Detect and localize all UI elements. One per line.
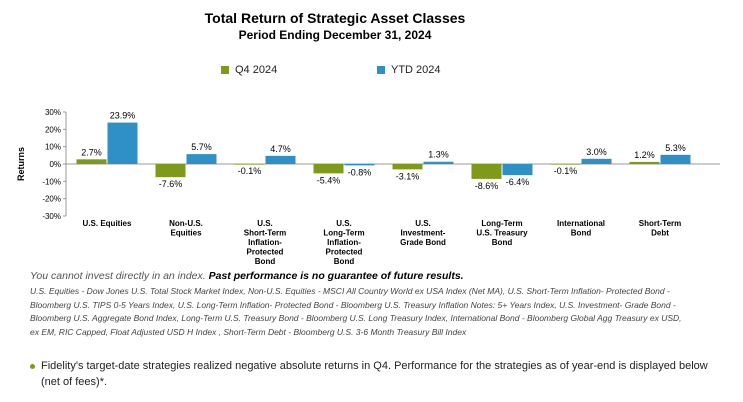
category-label: U.S. — [257, 219, 273, 228]
source-line: U.S. Equities - Dow Jones U.S. Total Sto… — [30, 286, 670, 296]
category-label: Equities — [170, 229, 202, 238]
legend-label-q4: Q4 2024 — [235, 64, 278, 76]
category-label: U.S. — [336, 219, 352, 228]
index-sources: U.S. Equities - Dow Jones U.S. Total Sto… — [30, 285, 720, 339]
bar-ytd — [581, 158, 612, 164]
bar-q4 — [155, 164, 186, 178]
y-tick-label: 20% — [45, 125, 61, 134]
bullet-note: Fidelity's target-date strategies realiz… — [30, 358, 720, 390]
category-label: U.S. Equities — [83, 219, 132, 228]
y-tick-label: -20% — [42, 195, 61, 204]
footnote: You cannot invest directly in an index. … — [30, 270, 720, 339]
category-label: Investment- — [401, 229, 446, 238]
bar-q4 — [471, 164, 502, 179]
data-label-q4: -8.6% — [475, 181, 499, 191]
category-label: Short-Term — [639, 219, 682, 228]
bar-q4 — [392, 164, 423, 170]
bar-ytd — [107, 122, 138, 164]
data-label-ytd: -6.4% — [506, 177, 530, 187]
disclaimer: You cannot invest directly in an index. … — [30, 270, 720, 282]
category-label: Inflation- — [248, 238, 282, 247]
bar-q4 — [234, 164, 265, 165]
legend-item-q4: Q4 2024 — [221, 64, 277, 76]
y-tick-label: 30% — [45, 108, 61, 117]
data-label-ytd: 1.3% — [428, 150, 449, 160]
bullet-dot-icon — [30, 364, 35, 369]
chart-title: Total Return of Strategic Asset Classes — [204, 10, 466, 26]
bar-ytd — [186, 154, 217, 164]
category-label: Short-Term — [244, 229, 287, 238]
source-line: Bloomberg U.S. TIPS 0-5 Years Index, U.S… — [30, 299, 676, 310]
data-label-ytd: 3.0% — [586, 147, 607, 157]
y-tick-label: -30% — [42, 212, 61, 221]
data-label-ytd: 5.7% — [191, 142, 212, 152]
category-label: Long-Term — [323, 229, 364, 238]
data-label-q4: -0.1% — [238, 166, 262, 176]
legend-swatch-q4 — [221, 66, 229, 74]
legend-item-ytd: YTD 2024 — [377, 64, 441, 76]
legend-swatch-ytd — [377, 66, 385, 74]
bar-ytd — [660, 154, 691, 164]
source-line: ex EM, RIC Capped, Float Adjusted USD H … — [30, 326, 467, 337]
category-label: Inflation- — [327, 238, 361, 247]
category-label: U.S. — [415, 219, 431, 228]
bar-ytd — [502, 164, 533, 176]
category-label: U.S. Treasury — [476, 229, 528, 238]
category-label: Protected — [326, 248, 363, 257]
chart-subtitle: Period Ending December 31, 2024 — [238, 28, 432, 42]
y-tick-label: 0% — [49, 160, 61, 169]
bullet-text: Fidelity's target-date strategies realiz… — [41, 360, 708, 388]
data-label-ytd: 4.7% — [270, 144, 291, 154]
bar-ytd — [423, 161, 454, 164]
bar-q4 — [629, 161, 660, 164]
data-label-ytd: -0.8% — [348, 167, 372, 177]
category-label: Bond — [492, 238, 513, 247]
data-label-ytd: 5.3% — [665, 143, 686, 153]
category-label: International — [557, 219, 605, 228]
category-label: Debt — [651, 229, 669, 238]
category-label: Bond — [255, 257, 276, 266]
bar-q4 — [550, 164, 581, 165]
data-label-q4: 1.2% — [634, 150, 655, 160]
category-label: Protected — [247, 248, 284, 257]
disclaimer-bold: Past performance is no guarantee of futu… — [208, 270, 464, 282]
data-label-q4: -7.6% — [159, 179, 183, 189]
source-line: Bloomberg U.S. Aggregate Bond Index, Lon… — [30, 313, 682, 323]
data-label-q4: -0.1% — [554, 166, 578, 176]
bar-ytd — [265, 155, 296, 164]
bar-ytd — [344, 164, 375, 166]
bar-chart: Returns 30% 20% 10% 0% -10% -20% -30% 2.7% 23.9% U… — [16, 108, 720, 266]
bar-q4 — [76, 159, 107, 164]
disclaimer-text: You cannot invest directly in an index. — [30, 270, 206, 282]
category-label: Bond — [334, 257, 355, 266]
category-label: Bond — [571, 229, 592, 238]
data-label-q4: -3.1% — [396, 171, 420, 181]
data-label-q4: 2.7% — [81, 147, 102, 157]
data-label-q4: -5.4% — [317, 175, 341, 185]
category-label: Long-Term — [481, 219, 522, 228]
y-axis-title: Returns — [16, 147, 26, 181]
legend-label-ytd: YTD 2024 — [391, 64, 441, 76]
y-tick-label: 10% — [45, 143, 61, 152]
data-label-ytd: 23.9% — [110, 111, 136, 121]
category-label: Non-U.S. — [169, 219, 203, 228]
bar-q4 — [313, 164, 344, 174]
category-label: Grade Bond — [400, 238, 446, 247]
y-tick-label: -10% — [42, 177, 61, 186]
